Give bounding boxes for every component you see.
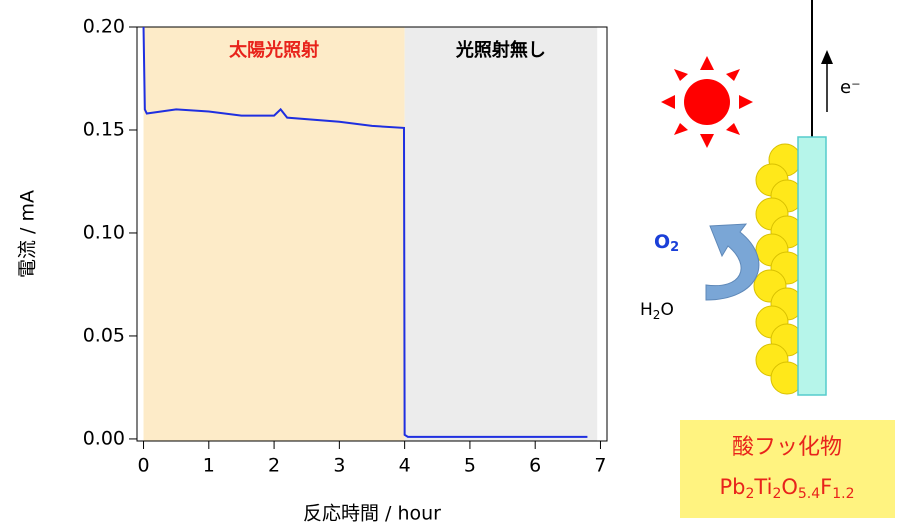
x-tick-label: 4 [399, 455, 411, 477]
material-label: 酸フッ化物 [732, 435, 842, 460]
subscript: 1.2 [832, 486, 854, 502]
y-tick-label: 0.05 [83, 324, 125, 346]
subscript: 2 [772, 486, 781, 502]
diagram: e⁻ O2 H2O 酸フッ化物 Pb2Ti2O5.4F1.2 [640, 0, 895, 518]
electron-label: e⁻ [840, 77, 861, 98]
electrode [798, 137, 826, 395]
element: O [781, 475, 798, 499]
subscript: 5.4 [798, 486, 820, 502]
x-axis-title: 反応時間 / hour [303, 503, 441, 525]
y-tick-label: 0.00 [83, 427, 125, 449]
electron-arrowhead [821, 50, 833, 64]
x-tick-label: 5 [464, 455, 476, 477]
x-tick-label: 6 [529, 455, 541, 477]
element: F [820, 475, 832, 499]
figure: 太陽光照射 光照射無し 0.00 0.05 0.10 0.15 0.20 0 1 2 3 4 5 6 7 反応… [0, 0, 900, 528]
element: Pb [719, 475, 745, 499]
x-tick-label: 0 [137, 455, 149, 477]
subscript: 2 [745, 486, 754, 502]
y-tick-label: 0.20 [83, 16, 125, 38]
region-label: 光照射無し [455, 39, 546, 61]
x-tick-label: 3 [333, 455, 345, 477]
x-tick-label: 2 [268, 455, 280, 477]
water-label: H2O [640, 300, 674, 322]
region-label: 太陽光照射 [229, 39, 319, 61]
sun [661, 56, 753, 148]
particles [754, 144, 803, 394]
reaction-arrow [706, 224, 759, 300]
y-axis-title: 電流 / mA [17, 190, 39, 278]
x-tick-label: 1 [203, 455, 215, 477]
region [144, 27, 405, 441]
y-tick-label: 0.15 [83, 118, 125, 140]
element: Ti [753, 475, 772, 499]
oxygen-label: O2 [654, 231, 679, 255]
y-tick-label: 0.10 [83, 221, 125, 243]
x-tick-label: 7 [594, 455, 606, 477]
region [405, 27, 598, 441]
